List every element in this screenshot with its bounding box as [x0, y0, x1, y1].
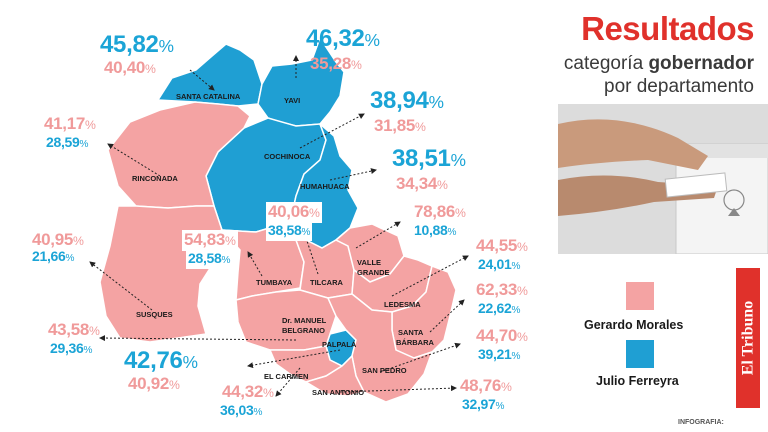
- santa-barbara-ferreyra-pct: 22,62%: [478, 300, 521, 316]
- page-subtitle: categoría gobernador por departamento: [564, 52, 754, 98]
- label-santa-catalina: SANTA CATALINA: [176, 92, 241, 101]
- yavi-ferreyra-pct: 46,32%: [306, 25, 380, 52]
- san-antonio-morales-pct: 48,76%: [460, 376, 512, 395]
- label-palpala: PALPALÁ: [322, 340, 357, 349]
- tumbaya-ferreyra-pct: 28,58%: [186, 250, 233, 269]
- page-title: Resultados: [581, 10, 754, 47]
- region-san-pedro: [326, 293, 434, 403]
- label-san-pedro: SAN PEDRO: [362, 366, 407, 375]
- susques-morales-pct: 40,95%: [32, 230, 84, 249]
- leader-cochinoca: [299, 113, 365, 149]
- infographic-credit: INFOGRAFIA:: [678, 419, 724, 426]
- region-belgrano: [235, 289, 337, 351]
- san-pedro-morales-pct: 44,70%: [476, 326, 528, 345]
- susques-ferreyra-pct: 21,66%: [32, 248, 75, 264]
- brand-logo: El Tribuno: [739, 300, 756, 376]
- legend-swatch-ferreyra: [626, 340, 654, 368]
- leader-belgrano: [99, 335, 297, 342]
- ledesma-morales-pct: 44,55%: [476, 236, 528, 255]
- cochinoca-morales-pct: 31,85%: [374, 116, 426, 135]
- subtitle-prefix: categoría: [563, 53, 644, 74]
- region-tilcara: [294, 239, 355, 299]
- humahuaca-ferreyra-pct: 38,51%: [392, 145, 466, 172]
- valle-grande-ferreyra-pct: 10,88%: [414, 222, 457, 238]
- subtitle-bold: gobernador: [648, 53, 754, 74]
- label-santa-barbara-2: BÁRBARA: [396, 338, 434, 347]
- leader-palpala: [247, 349, 341, 369]
- santa-catalina-morales-pct: 40,40%: [104, 58, 156, 77]
- leader-santa-catalina: [189, 69, 215, 91]
- label-ledesma: LEDESMA: [384, 300, 421, 309]
- label-yavi: YAVI: [284, 96, 301, 105]
- leader-san-antonio: [339, 385, 457, 393]
- palpala-ferreyra-pct: 42,76%: [124, 347, 198, 374]
- brand-band: [736, 268, 760, 408]
- legend-swatch-morales: [626, 282, 654, 310]
- ballot-box-photo: [558, 104, 768, 254]
- legend-label-morales: Gerardo Morales: [584, 318, 684, 332]
- tilcara-morales-pct: 40,06%: [266, 202, 322, 223]
- subtitle-line2: por departamento: [604, 76, 754, 97]
- tilcara-ferreyra-pct: 38,58%: [266, 222, 313, 241]
- leader-tumbaya: [247, 251, 263, 277]
- rinconada-ferreyra-pct: 28,59%: [46, 134, 89, 150]
- label-tumbaya: TUMBAYA: [256, 278, 293, 287]
- san-antonio-ferreyra-pct: 32,97%: [462, 396, 505, 412]
- santa-barbara-morales-pct: 62,33%: [476, 280, 528, 299]
- label-belgrano-1: Dr. MANUEL: [282, 316, 327, 325]
- san-pedro-ferreyra-pct: 39,21%: [478, 346, 521, 362]
- leader-tilcara: [300, 225, 319, 275]
- belgrano-morales-pct: 43,58%: [48, 320, 100, 339]
- leader-valle-grande: [355, 221, 401, 249]
- label-san-antonio: SAN ANTONIO: [312, 388, 365, 397]
- valle-grande-morales-pct: 78,86%: [414, 202, 466, 221]
- label-belgrano-2: BELGRANO: [282, 326, 325, 335]
- label-rinconada: RINCONADA: [132, 174, 178, 183]
- label-valle-grande-1: VALLE: [357, 258, 382, 267]
- cochinoca-ferreyra-pct: 38,94%: [370, 87, 444, 114]
- el-carmen-morales-pct: 44,32%: [222, 382, 274, 401]
- label-tilcara: TILCARA: [310, 278, 343, 287]
- yavi-morales-pct: 35,28%: [310, 54, 362, 73]
- el-carmen-ferreyra-pct: 36,03%: [220, 402, 263, 418]
- santa-catalina-ferreyra-pct: 45,82%: [100, 31, 174, 58]
- belgrano-ferreyra-pct: 29,36%: [50, 340, 93, 356]
- palpala-morales-pct: 40,92%: [128, 374, 180, 393]
- region-susques: [99, 205, 223, 343]
- legend-label-ferreyra: Julio Ferreyra: [596, 374, 679, 388]
- tumbaya-morales-pct: 54,83%: [182, 230, 238, 251]
- label-el-carmen: EL CARMEN: [264, 372, 309, 381]
- label-cochinoca: COCHINOCA: [264, 152, 311, 161]
- humahuaca-morales-pct: 34,34%: [396, 174, 448, 193]
- region-san-antonio: [304, 354, 366, 397]
- label-santa-barbara-1: SANTA: [398, 328, 424, 337]
- ledesma-ferreyra-pct: 24,01%: [478, 256, 521, 272]
- label-valle-grande-2: GRANDE: [357, 268, 390, 277]
- label-humahuaca: HUMAHUACA: [300, 182, 350, 191]
- label-susques: SUSQUES: [136, 310, 173, 319]
- leader-susques: [89, 261, 153, 311]
- rinconada-morales-pct: 41,17%: [44, 114, 96, 133]
